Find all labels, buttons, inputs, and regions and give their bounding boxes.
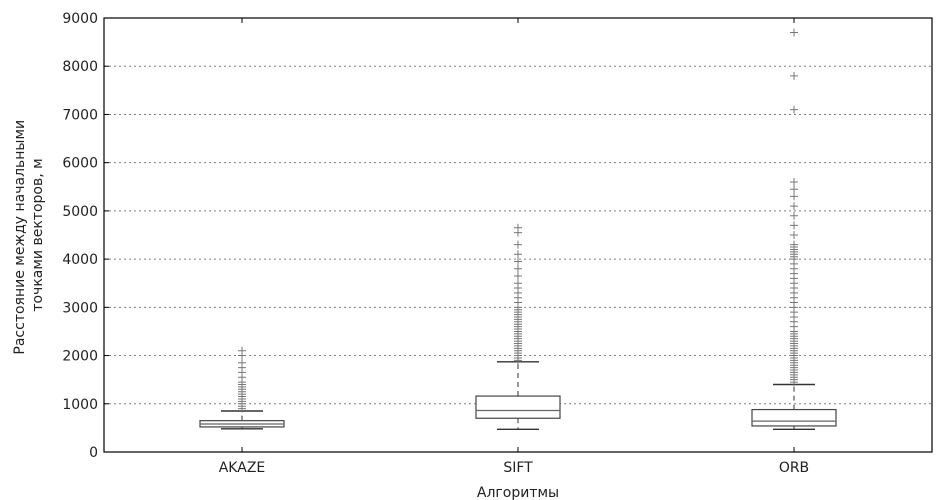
outlier-sift-3950	[514, 257, 522, 266]
x-tick-label-orb: ORB	[779, 460, 809, 476]
outlier-sift-3500	[514, 279, 522, 288]
outlier-sift-4100	[514, 250, 522, 259]
x-axis-title: Алгоритмы	[477, 485, 559, 500]
outliers-akaze	[238, 346, 246, 413]
y-axis-title: Расстояние между начальными точками вект…	[12, 115, 46, 354]
y-tick-label-4000: 4000	[62, 252, 98, 268]
outlier-orb-5300	[790, 192, 798, 201]
y-tick-label-8000: 8000	[62, 59, 98, 75]
outlier-akaze-1850	[238, 358, 246, 367]
outlier-sift-3650	[514, 271, 522, 280]
outlier-orb-5100	[790, 202, 798, 211]
outlier-sift-3800	[514, 264, 522, 273]
iqr-box-sift	[475, 395, 561, 419]
box-orb	[751, 28, 837, 431]
plot-frame	[103, 17, 933, 453]
outlier-orb-7100	[790, 105, 798, 114]
outlier-orb-4700	[790, 221, 798, 230]
outlier-akaze-2100	[238, 346, 246, 355]
outliers-orb	[790, 28, 798, 387]
outlier-sift-4650	[514, 223, 522, 232]
y-tick-label-0: 0	[89, 445, 98, 461]
y-tick-label-5000: 5000	[62, 204, 98, 220]
y-tick-label-1000: 1000	[62, 397, 98, 413]
outlier-orb-7800	[790, 71, 798, 80]
y-tick-label-7000: 7000	[62, 107, 98, 123]
y-axis-ticks: 0 1000 2000 3000 4000 5000 6000 7000 8000 9000	[62, 11, 109, 461]
x-tick-label-sift: SIFT	[503, 460, 533, 476]
outlier-orb-4300	[790, 240, 798, 249]
outlier-orb-4500	[790, 231, 798, 239]
box-akaze	[199, 346, 285, 430]
x-tick-label-akaze: AKAZE	[219, 460, 266, 476]
outlier-orb-5450	[790, 185, 798, 194]
iqr-box-orb	[751, 408, 837, 427]
y-axis-title-line-1: Расстояние между начальными	[12, 120, 28, 355]
boxes	[199, 28, 837, 431]
x-axis-ticks: AKAZE SIFT ORB	[219, 18, 809, 476]
y-tick-label-9000: 9000	[62, 11, 98, 27]
outlier-sift-4300	[514, 240, 522, 249]
y-tick-label-2000: 2000	[62, 349, 98, 365]
y-tick-label-3000: 3000	[62, 300, 98, 316]
box-sift	[475, 223, 561, 431]
y-axis-title-line-2: точками векторов, м	[30, 158, 46, 311]
outliers-sift	[514, 223, 522, 365]
y-tick-label-6000: 6000	[62, 156, 98, 172]
outlier-orb-8700	[790, 28, 798, 37]
outlier-orb-5600	[790, 177, 798, 186]
outlier-orb-4900	[790, 211, 798, 220]
